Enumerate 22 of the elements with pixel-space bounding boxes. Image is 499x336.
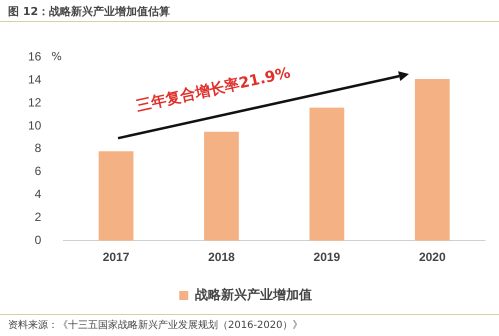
- y-tick-label: 4: [34, 187, 42, 202]
- y-tick-label: 16: [28, 50, 42, 64]
- bar: [204, 132, 239, 241]
- x-tick-label: 2018: [208, 250, 236, 264]
- x-tick-label: 2019: [314, 250, 341, 264]
- y-tick-label: 14: [28, 72, 42, 86]
- bar: [309, 108, 344, 241]
- y-tick-label: 12: [28, 95, 42, 110]
- y-tick-label: 2: [34, 210, 42, 224]
- y-tick-label: 10: [28, 118, 42, 132]
- chart-title: 图 12：战略新兴产业增加值估算: [8, 4, 170, 19]
- y-tick-label: 0: [34, 232, 42, 247]
- legend-label: 战略新兴产业增加值: [194, 286, 312, 303]
- bar: [98, 151, 134, 241]
- y-axis-title: %: [51, 50, 62, 64]
- bar: [414, 78, 450, 241]
- annotation: 三年复合增长率21.9%: [134, 63, 292, 115]
- x-tick-label: 2020: [418, 250, 446, 264]
- y-tick-label: 8: [34, 141, 42, 156]
- y-tick-label: 6: [34, 164, 42, 178]
- text: 资料来源：《十三五国家战略新兴产业发展规划（2016-2020）》: [8, 318, 303, 332]
- x-tick-label: 2017: [102, 250, 130, 264]
